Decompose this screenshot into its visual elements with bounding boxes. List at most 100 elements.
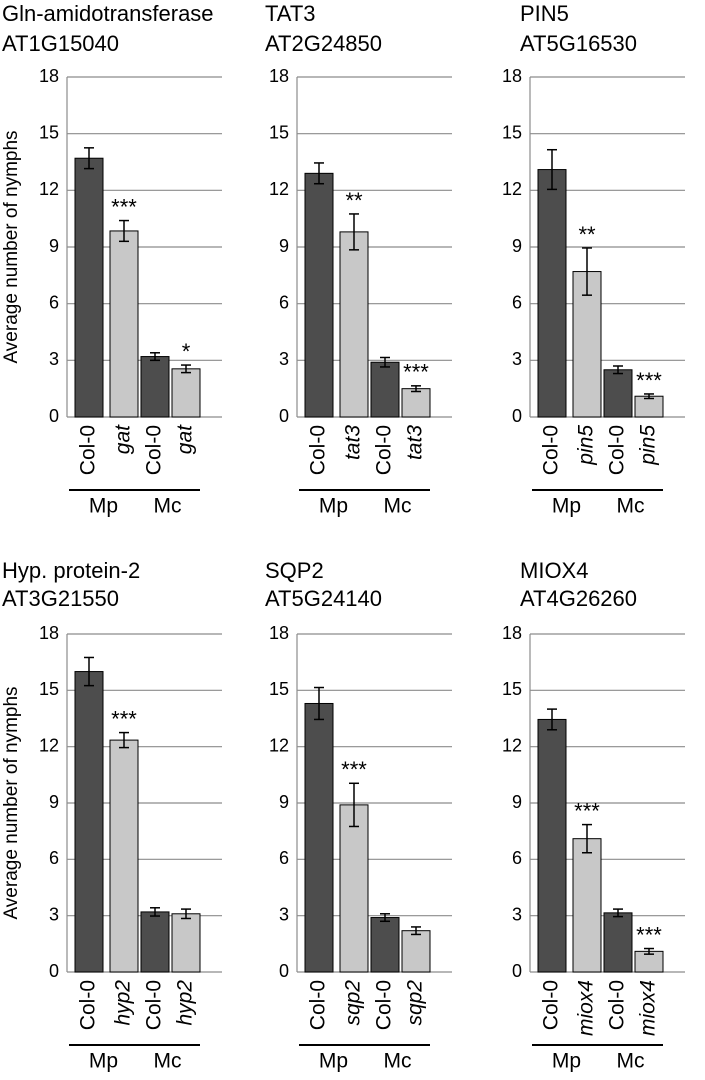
x-tick-label: gat xyxy=(174,424,197,454)
chart-subtitle: AT2G24850 xyxy=(265,31,382,56)
error-bar xyxy=(547,708,557,731)
y-tick-label: 0 xyxy=(279,961,289,981)
significance-label: *** xyxy=(111,706,137,731)
x-tick-label: sqp2 xyxy=(342,980,365,1026)
x-tick-label: hyp2 xyxy=(174,980,197,1026)
chart-subtitle: AT3G21550 xyxy=(2,586,119,611)
error-bar xyxy=(613,908,623,918)
group-label: Mc xyxy=(154,1050,182,1073)
y-tick-label: 0 xyxy=(512,406,522,426)
y-tick-label: 9 xyxy=(49,792,59,812)
y-tick-label: 9 xyxy=(279,792,289,812)
y-axis-label: Average number of nymphs xyxy=(1,130,22,363)
chart-title: Gln-amidotransferase xyxy=(2,1,214,26)
bar xyxy=(140,911,170,973)
significance-label: *** xyxy=(636,368,662,393)
y-tick-label: 3 xyxy=(279,904,289,924)
y-tick-label: 9 xyxy=(512,792,522,812)
x-tick-label: Col-0 xyxy=(307,425,330,475)
group-label: Mc xyxy=(154,495,182,518)
error-bar xyxy=(411,385,421,393)
x-tick-label: Col-0 xyxy=(606,425,629,475)
y-tick-label: 18 xyxy=(269,66,289,86)
bar xyxy=(537,169,567,418)
bar xyxy=(401,388,431,418)
y-tick-label: 6 xyxy=(49,292,59,312)
y-tick-label: 3 xyxy=(49,349,59,369)
chart-subtitle: AT4G26260 xyxy=(520,586,637,611)
error-bar xyxy=(314,162,324,185)
bar xyxy=(304,172,334,418)
y-tick-label: 0 xyxy=(279,406,289,426)
error-bar xyxy=(411,926,421,936)
bar xyxy=(370,917,400,973)
bar xyxy=(603,369,633,418)
x-tick-label: hyp2 xyxy=(112,980,135,1026)
bar xyxy=(339,231,369,418)
x-tick-label: Col-0 xyxy=(307,980,330,1030)
error-bar xyxy=(582,823,592,854)
x-tick-label: gat xyxy=(112,424,135,454)
x-tick-label: Col-0 xyxy=(540,425,563,475)
error-bar xyxy=(150,352,160,362)
bar xyxy=(304,702,334,973)
error-bar xyxy=(582,247,592,296)
y-tick-label: 15 xyxy=(39,679,59,699)
x-tick-label: Col-0 xyxy=(77,980,100,1030)
error-bar xyxy=(119,219,129,243)
bar xyxy=(109,230,139,418)
significance-label: ** xyxy=(578,222,596,247)
bar xyxy=(603,912,633,973)
x-tick-label: pin5 xyxy=(637,425,660,466)
y-tick-label: 12 xyxy=(502,179,522,199)
error-bar xyxy=(644,393,654,400)
x-tick-label: miox4 xyxy=(575,980,598,1036)
significance-label: *** xyxy=(574,798,600,823)
error-bar xyxy=(314,686,324,721)
group-label: Mp xyxy=(319,1050,348,1073)
bar xyxy=(74,671,104,973)
y-tick-label: 3 xyxy=(279,349,289,369)
y-tick-label: 12 xyxy=(269,735,289,755)
y-tick-label: 18 xyxy=(502,66,522,86)
group-label: Mc xyxy=(384,495,412,518)
chart-title: MIOX4 xyxy=(520,558,588,583)
x-tick-label: tat3 xyxy=(342,425,365,460)
chart-subtitle: AT5G24140 xyxy=(265,586,382,611)
y-tick-label: 18 xyxy=(269,623,289,643)
y-tick-label: 15 xyxy=(502,122,522,142)
bar xyxy=(537,718,567,973)
y-tick-label: 9 xyxy=(279,236,289,256)
y-tick-label: 15 xyxy=(269,122,289,142)
y-axis-label: Average number of nymphs xyxy=(1,686,22,919)
y-tick-label: 6 xyxy=(279,848,289,868)
error-bar xyxy=(119,731,129,749)
y-tick-label: 18 xyxy=(502,623,522,643)
y-tick-label: 15 xyxy=(269,679,289,699)
chart-title: TAT3 xyxy=(265,1,316,26)
bar xyxy=(401,930,431,973)
x-tick-label: Col-0 xyxy=(143,980,166,1030)
chart-title: Hyp. protein-2 xyxy=(2,558,140,583)
bar xyxy=(74,157,104,418)
y-tick-label: 9 xyxy=(512,236,522,256)
bar xyxy=(339,804,369,973)
x-tick-label: Col-0 xyxy=(540,980,563,1030)
significance-label: ** xyxy=(345,188,363,213)
significance-label: *** xyxy=(111,194,137,219)
x-tick-label: Col-0 xyxy=(77,425,100,475)
y-tick-label: 6 xyxy=(49,848,59,868)
error-bar xyxy=(613,365,623,375)
bar xyxy=(171,368,201,418)
group-label: Mc xyxy=(384,1050,412,1073)
chart-subtitle: AT1G15040 xyxy=(2,31,119,56)
error-bar xyxy=(84,656,94,687)
x-tick-label: Col-0 xyxy=(373,425,396,475)
significance-label: * xyxy=(182,339,191,364)
chart-title: PIN5 xyxy=(520,1,569,26)
error-bar xyxy=(380,356,390,368)
y-tick-label: 9 xyxy=(49,236,59,256)
group-label: Mp xyxy=(89,1050,118,1073)
chart-subtitle: AT5G16530 xyxy=(520,31,637,56)
x-tick-label: Col-0 xyxy=(606,980,629,1030)
